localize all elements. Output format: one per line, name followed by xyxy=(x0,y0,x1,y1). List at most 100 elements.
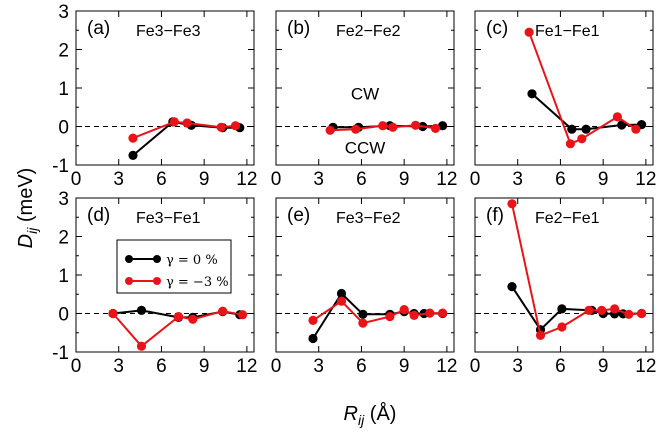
legend-marker-gamma-minus-3-left xyxy=(125,277,133,285)
panel-3-series-gamma-minus-3-point xyxy=(577,134,587,144)
x-axis-label-sub: ij xyxy=(358,412,365,428)
panel-4-series-gamma-minus-3-point xyxy=(218,306,228,316)
panel-4-series-gamma-minus-3-point xyxy=(173,312,184,322)
panel-5-xtick-label: 6 xyxy=(356,356,367,377)
panel-4-xtick-label: 0 xyxy=(71,356,82,377)
panel-2-series-gamma-minus-3-point xyxy=(411,120,421,130)
x-axis-label-main: R xyxy=(344,403,358,425)
x-axis-label-unit: (Å) xyxy=(364,402,396,425)
panel-3-xtick-label: 12 xyxy=(635,169,656,190)
panel-5: 0 3 6 9 12 (e) Fe3−Fe2 xyxy=(271,197,457,377)
legend-marker-gamma-0-left xyxy=(125,255,133,263)
panel-4-ytick-label: 3 xyxy=(58,189,69,210)
panel-1-series-gamma-minus-3-point xyxy=(230,121,241,131)
panel-1-label: (a) xyxy=(87,18,110,39)
panel-5-label: (e) xyxy=(287,205,310,226)
panel-5-xtick-label: 12 xyxy=(436,356,457,377)
panel-4-series-gamma-0-point xyxy=(136,305,147,315)
panel-6-series-gamma-minus-3-point xyxy=(624,309,634,319)
y-axis-label-sub: ij xyxy=(24,227,40,234)
panel-5-series-gamma-minus-3-point xyxy=(358,318,368,328)
panel-4-title: Fe3−Fe1 xyxy=(136,210,201,227)
panel-5-xtick-label: 9 xyxy=(399,356,410,377)
panel-4-ytick-label: -1 xyxy=(52,343,69,364)
panel-1-series-gamma-minus-3-point xyxy=(216,122,226,132)
panel-1-xtick-label: 0 xyxy=(71,169,82,190)
legend-label-gamma-0: γ = 0 % xyxy=(166,253,218,268)
panel-6-series-gamma-minus-3-point xyxy=(507,199,517,209)
panel-2-series-gamma-0-point xyxy=(438,121,448,131)
panel-4-series-gamma-minus-3-point xyxy=(188,314,198,324)
legend: γ = 0 % γ = −3 % xyxy=(116,239,232,294)
panel-1-series-gamma-minus-3-point xyxy=(169,117,179,127)
panel-4-ytick-label: 0 xyxy=(58,305,69,326)
panel-2-annotation-cw: CW xyxy=(351,85,379,104)
panel-5-series-gamma-minus-3-point xyxy=(425,308,435,318)
y-axis-label: Dij (meV) xyxy=(15,168,40,249)
panel-2-series-gamma-minus-3-point xyxy=(325,125,335,135)
panel-5-series-gamma-0-point xyxy=(336,288,347,299)
panel-1-series-gamma-minus-3-point xyxy=(182,118,192,128)
panel-3-series-gamma-minus-3-point xyxy=(565,139,576,149)
panel-5-series-gamma-minus-3-point xyxy=(336,296,347,306)
panel-6-series-gamma-0-point xyxy=(507,282,517,292)
panel-2-series-gamma-minus-3-point xyxy=(388,122,398,132)
panel-2-annotation-ccw: CCW xyxy=(345,139,386,158)
panel-1-ytick-label: 0 xyxy=(58,118,69,139)
panel-4-xtick-label: 12 xyxy=(236,356,257,377)
panel-4-ytick-label: 1 xyxy=(58,266,69,287)
panel-6-xtick-label: 3 xyxy=(512,356,523,377)
panel-3-series-gamma-minus-3-point xyxy=(631,124,641,134)
panel-1-xtick-label: 3 xyxy=(113,169,124,190)
panel-5-xtick-label: 3 xyxy=(313,356,324,377)
panel-5-series-gamma-0-point xyxy=(308,333,318,344)
panel-4-xtick-label: 9 xyxy=(199,356,210,377)
panel-6-series-gamma-minus-3-point xyxy=(584,305,594,315)
panel-3-xtick-label: 6 xyxy=(555,169,566,190)
panel-4-label: (d) xyxy=(87,205,110,226)
panel-3-xtick-label: 9 xyxy=(598,169,609,190)
panel-6-series-gamma-minus-3-point xyxy=(557,322,567,332)
panel-4-xtick-label: 3 xyxy=(113,356,124,377)
panel-1-title: Fe3−Fe3 xyxy=(136,23,201,40)
panel-6-series-gamma-minus-3-point xyxy=(637,308,647,319)
panel-6-series-gamma-0-point xyxy=(557,304,567,314)
panel-2-xtick-label: 3 xyxy=(313,169,324,190)
panel-6-series-gamma-minus-3-point xyxy=(535,330,546,340)
panel-2: 0 3 6 9 12 (b) Fe2−Fe2 CW CCW xyxy=(271,10,457,190)
legend-marker-gamma-minus-3-right xyxy=(153,277,161,285)
panel-6-label: (f) xyxy=(486,205,504,226)
panel-3-series-gamma-minus-3-point xyxy=(524,27,534,37)
panel-6: 0 3 6 9 12 (f) Fe2−Fe1 xyxy=(470,197,656,377)
panel-1-ytick-label: -1 xyxy=(52,156,69,177)
panel-6-xtick-label: 0 xyxy=(470,356,481,377)
panel-2-xtick-label: 6 xyxy=(356,169,367,190)
panel-3-series-gamma-0-point xyxy=(581,124,591,134)
legend-label-gamma-minus-3: γ = −3 % xyxy=(166,275,229,290)
panel-4-series-gamma-minus-3-point xyxy=(136,341,147,351)
panel-1-ytick-label: 1 xyxy=(58,79,69,100)
panel-5-series-gamma-minus-3-point xyxy=(438,308,448,318)
panel-3: 0 3 6 9 12 (c) Fe1−Fe1 xyxy=(470,10,656,190)
panel-5-xtick-label: 0 xyxy=(271,356,282,377)
panel-2-title: Fe2−Fe2 xyxy=(336,23,401,40)
panel-1-xtick-label: 6 xyxy=(156,169,167,190)
panel-3-series-gamma-0-point xyxy=(527,89,537,99)
panel-6-xtick-label: 6 xyxy=(555,356,566,377)
panel-3-label: (c) xyxy=(486,18,508,39)
panel-6-xtick-label: 9 xyxy=(598,356,609,377)
panel-3-title: Fe1−Fe1 xyxy=(535,23,600,40)
panel-5-series-gamma-minus-3-point xyxy=(399,305,409,315)
panel-2-series-gamma-minus-3-point xyxy=(378,121,388,131)
panel-1-series-gamma-minus-3-point xyxy=(128,133,138,143)
panel-3-xtick-label: 0 xyxy=(470,169,481,190)
panel-3-series-gamma-0-point xyxy=(617,120,627,130)
panel-5-title: Fe3−Fe2 xyxy=(336,210,401,227)
panel-3-series-gamma-minus-3-point xyxy=(612,112,623,122)
panel-5-series-gamma-minus-3-point xyxy=(409,310,419,320)
panel-2-xtick-label: 0 xyxy=(271,169,282,190)
legend-item-gamma-minus-3: γ = −3 % xyxy=(125,275,229,290)
